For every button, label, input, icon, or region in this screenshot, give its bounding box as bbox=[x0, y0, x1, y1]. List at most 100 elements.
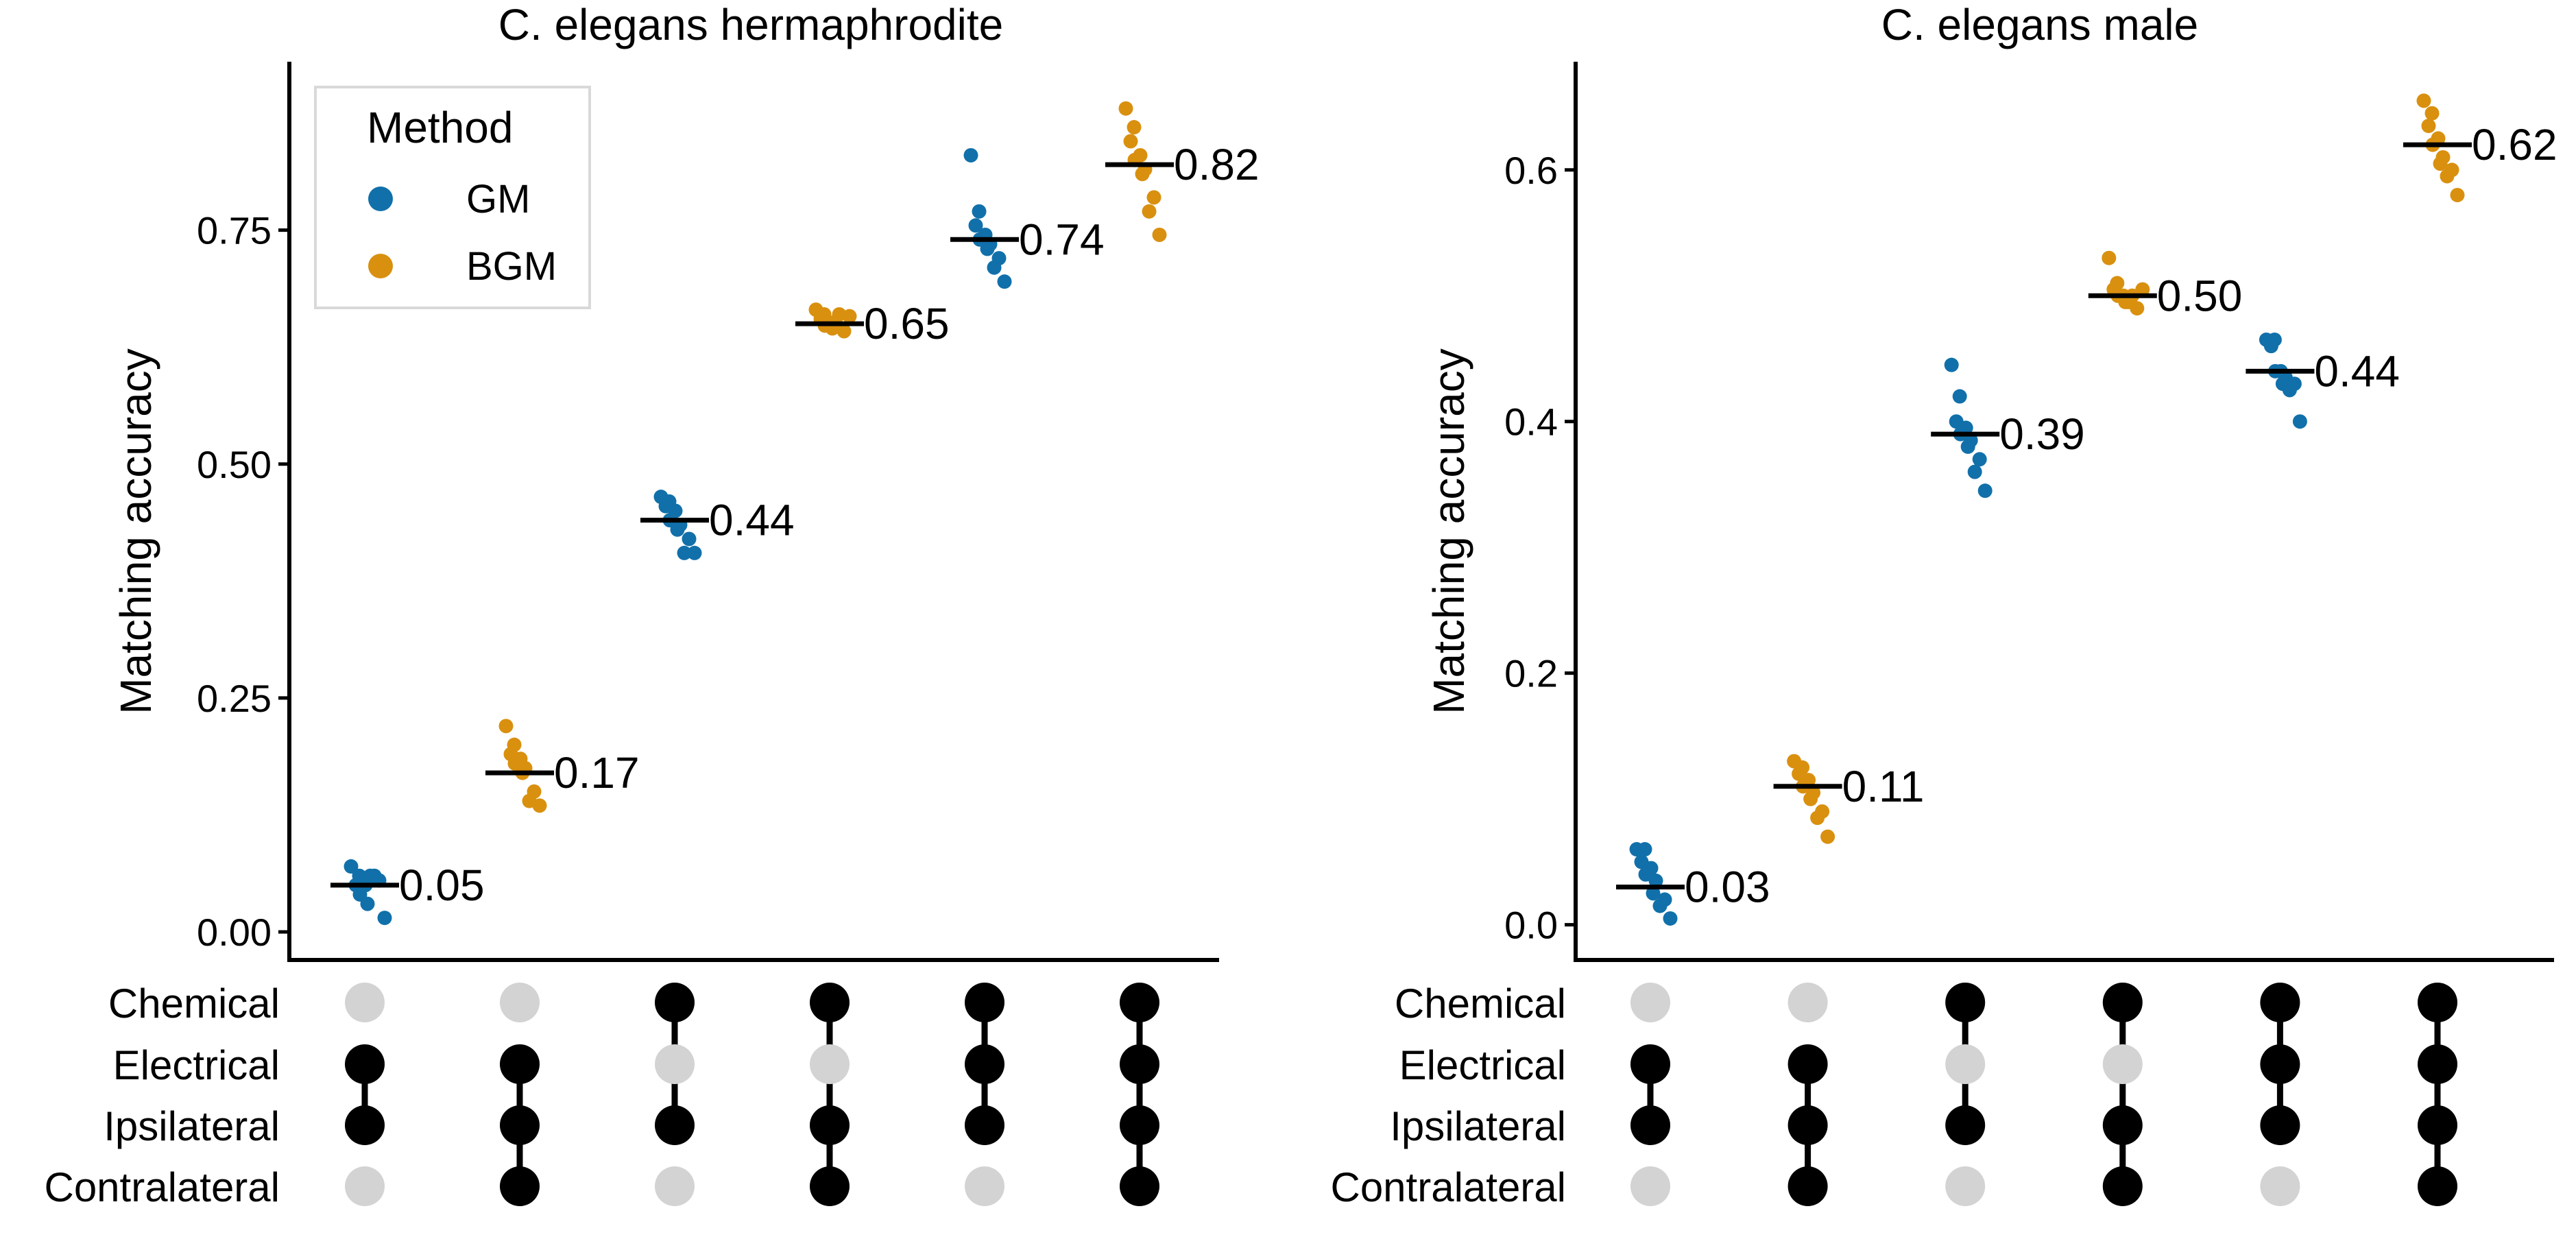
left-matrix-dot-active bbox=[500, 1166, 540, 1206]
right-matrix-dot-active bbox=[2102, 1166, 2143, 1206]
left-point-bgm bbox=[1135, 167, 1150, 182]
left-point-gm bbox=[670, 522, 685, 537]
right-point-bgm bbox=[2135, 282, 2150, 297]
right-matrix-row-label: Contralateral bbox=[1330, 1164, 1566, 1210]
right-median-label: 0.39 bbox=[1999, 409, 2085, 459]
left-plot-area: 0.00 0.25 0.50 0.75 0.05 0.17 0.44 0.65 0.74 0.82 bbox=[197, 62, 1260, 962]
left-point-bgm bbox=[532, 798, 547, 813]
right-matrix-dot-active bbox=[2260, 1044, 2300, 1084]
right-panel: C. elegans male Matching accuracy 0.0 0.2… bbox=[1330, 0, 2557, 1210]
left-matrix-dot-active bbox=[1120, 1166, 1159, 1206]
right-matrix-dot-inactive bbox=[2102, 1044, 2143, 1084]
left-matrix-dot-active bbox=[1120, 1105, 1159, 1145]
left-point-gm bbox=[963, 147, 978, 163]
left-panel-title: C. elegans hermaphrodite bbox=[498, 0, 1003, 49]
right-point-bgm bbox=[2433, 156, 2448, 171]
left-y-axis-label: Matching accuracy bbox=[111, 348, 160, 714]
right-point-bgm bbox=[2424, 106, 2440, 121]
legend-bgm-marker bbox=[368, 254, 393, 278]
legend-gm-marker bbox=[368, 187, 393, 211]
left-matrix-row-label: Chemical bbox=[108, 981, 280, 1026]
right-point-gm bbox=[1646, 886, 1661, 901]
right-point-bgm bbox=[2421, 119, 2436, 134]
legend-gm-label: GM bbox=[466, 177, 530, 221]
left-matrix-dot-active bbox=[500, 1105, 540, 1145]
left-matrix-dot-inactive bbox=[965, 1166, 1004, 1206]
right-y-tick-label: 0.4 bbox=[1504, 400, 1558, 444]
right-point-bgm bbox=[1820, 829, 1835, 844]
right-matrix-dot-inactive bbox=[1945, 1044, 1986, 1084]
right-matrix-dot-active bbox=[2102, 983, 2143, 1022]
left-point-gm bbox=[997, 274, 1012, 289]
right-median-label: 0.44 bbox=[2314, 346, 2400, 396]
right-matrix-dot-active bbox=[1945, 983, 1986, 1022]
left-matrix-dot-active bbox=[810, 1166, 850, 1206]
left-point-bgm bbox=[842, 309, 857, 324]
right-point-gm bbox=[1977, 483, 1993, 499]
left-matrix-dot-active bbox=[965, 1044, 1004, 1084]
right-matrix-dot-active bbox=[2418, 1166, 2457, 1206]
right-matrix-row-label: Electrical bbox=[1399, 1042, 1566, 1088]
right-point-gm bbox=[1663, 911, 1678, 926]
right-matrix-dot-active bbox=[2260, 983, 2300, 1022]
right-matrix-dot-inactive bbox=[1945, 1166, 1986, 1206]
left-median-label: 0.65 bbox=[864, 299, 950, 348]
right-point-gm bbox=[1952, 389, 1967, 404]
left-point-bgm bbox=[1118, 101, 1133, 116]
legend: Method GM BGM bbox=[314, 86, 591, 309]
left-y-tick-label: 0.75 bbox=[197, 209, 272, 252]
left-point-gm bbox=[367, 868, 382, 883]
left-matrix-dot-inactive bbox=[500, 983, 540, 1022]
left-median-label: 0.82 bbox=[1174, 140, 1260, 189]
right-point-bgm bbox=[1803, 791, 1818, 806]
left-point-bgm bbox=[1142, 204, 1157, 219]
left-point-gm bbox=[687, 545, 702, 560]
right-matrix-dot-active bbox=[2418, 1105, 2457, 1145]
left-matrix-dot-active bbox=[345, 1044, 385, 1084]
left-median-label: 0.44 bbox=[709, 496, 795, 545]
left-y-tick-label: 0.50 bbox=[197, 443, 272, 486]
right-point-gm bbox=[2292, 414, 2307, 429]
right-y-axis-label: Matching accuracy bbox=[1424, 348, 1473, 714]
right-matrix-dot-active bbox=[2102, 1105, 2143, 1145]
left-matrix-dot-inactive bbox=[345, 1166, 385, 1206]
legend-box bbox=[314, 86, 591, 309]
right-panel-title: C. elegans male bbox=[1881, 0, 2198, 49]
left-point-gm bbox=[344, 859, 359, 874]
right-median-label: 0.62 bbox=[2472, 120, 2557, 169]
right-y-tick-label: 0.2 bbox=[1504, 652, 1558, 695]
left-matrix-dot-active bbox=[655, 983, 695, 1022]
left-point-gm bbox=[972, 204, 987, 219]
left-matrix-dot-active bbox=[965, 1105, 1004, 1145]
right-point-gm bbox=[2282, 383, 2297, 398]
left-point-bgm bbox=[1123, 134, 1138, 149]
right-median-label: 0.03 bbox=[1685, 863, 1770, 912]
left-matrix-dot-active bbox=[1120, 983, 1159, 1022]
right-point-bgm bbox=[2130, 301, 2145, 316]
right-point-gm bbox=[1638, 867, 1653, 882]
right-point-bgm bbox=[2102, 250, 2117, 265]
right-matrix-dot-inactive bbox=[1787, 983, 1828, 1022]
left-matrix-dot-inactive bbox=[810, 1044, 850, 1084]
right-matrix-dot-inactive bbox=[2260, 1166, 2300, 1206]
left-point-gm bbox=[980, 241, 995, 256]
right-point-gm bbox=[1648, 873, 1663, 888]
left-combination-matrix: Chemical Electrical Ipsilateral Contralater… bbox=[44, 981, 1159, 1210]
left-matrix-dot-active bbox=[500, 1044, 540, 1084]
legend-title: Method bbox=[367, 103, 513, 152]
right-point-bgm bbox=[1810, 810, 1825, 826]
left-matrix-dot-inactive bbox=[345, 983, 385, 1022]
right-matrix-row-label: Ipsilateral bbox=[1390, 1103, 1566, 1149]
right-matrix-dot-active bbox=[1787, 1166, 1828, 1206]
left-median-label: 0.17 bbox=[554, 748, 640, 797]
right-point-gm bbox=[1944, 357, 1959, 372]
left-matrix-dot-active bbox=[810, 1105, 850, 1145]
left-matrix-row-label: Contralateral bbox=[44, 1164, 280, 1210]
left-y-tick-label: 0.25 bbox=[197, 677, 272, 720]
right-point-bgm bbox=[2450, 187, 2465, 202]
right-matrix-dot-active bbox=[2418, 1044, 2457, 1084]
right-matrix-dot-active bbox=[2260, 1105, 2300, 1145]
left-point-gm bbox=[360, 896, 375, 911]
right-point-bgm bbox=[2440, 169, 2455, 184]
left-panel: C. elegans hermaphrodite Matching accura… bbox=[44, 0, 1259, 1210]
